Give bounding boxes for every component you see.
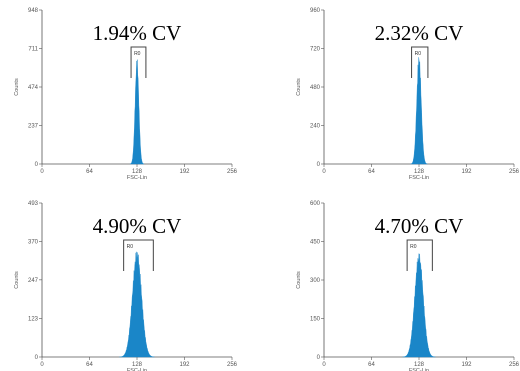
y-tick-label: 0 bbox=[35, 355, 39, 361]
y-axis-label: Counts bbox=[296, 271, 302, 289]
x-tick-label: 0 bbox=[322, 169, 326, 175]
x-tick-label: 192 bbox=[461, 169, 472, 175]
y-tick-label: 711 bbox=[28, 47, 38, 53]
y-tick-label: 123 bbox=[28, 317, 39, 323]
x-axis-label: FSC-Lin bbox=[127, 368, 147, 371]
y-tick-label: 720 bbox=[310, 47, 321, 53]
histogram-peak bbox=[119, 251, 156, 358]
x-tick-label: 192 bbox=[179, 169, 190, 175]
x-tick-label: 128 bbox=[132, 169, 143, 175]
cv-title: 2.32% CV bbox=[375, 21, 464, 45]
histogram-peak bbox=[129, 59, 145, 165]
histogram-peak bbox=[402, 253, 436, 358]
gate-bracket bbox=[130, 46, 147, 78]
gate-bracket bbox=[406, 239, 433, 271]
y-tick-label: 600 bbox=[310, 201, 321, 207]
x-tick-label: 128 bbox=[414, 362, 425, 368]
x-tick-label: 256 bbox=[509, 362, 520, 368]
x-axis-label: FSC-Lin bbox=[409, 175, 429, 181]
gate-label: R0 bbox=[415, 51, 422, 57]
x-tick-label: 0 bbox=[322, 362, 326, 368]
x-tick-label: 256 bbox=[227, 169, 238, 175]
x-tick-label: 192 bbox=[461, 362, 472, 368]
y-tick-label: 493 bbox=[28, 201, 39, 207]
gate-bracket bbox=[411, 46, 429, 78]
x-tick-label: 64 bbox=[368, 362, 375, 368]
y-tick-label: 480 bbox=[310, 85, 321, 91]
y-tick-label: 0 bbox=[35, 162, 39, 168]
y-axis-label: Counts bbox=[14, 78, 20, 96]
y-tick-label: 370 bbox=[28, 239, 39, 245]
y-tick-label: 0 bbox=[317, 162, 321, 168]
y-tick-label: 948 bbox=[28, 8, 39, 14]
histogram-panel-3: 0 64 128 192 256 0 123 247 370 493 FSC-Lin Counts R0… bbox=[14, 201, 238, 371]
x-tick-label: 128 bbox=[414, 169, 425, 175]
x-axis-label: FSC-Lin bbox=[127, 175, 147, 181]
cv-title: 4.90% CV bbox=[93, 214, 182, 238]
y-tick-label: 237 bbox=[28, 124, 39, 130]
y-axis-label: Counts bbox=[296, 78, 302, 96]
x-tick-label: 192 bbox=[179, 362, 190, 368]
x-tick-label: 64 bbox=[368, 169, 375, 175]
x-tick-label: 0 bbox=[40, 169, 44, 175]
x-tick-label: 0 bbox=[40, 362, 44, 368]
y-tick-label: 474 bbox=[28, 85, 39, 91]
gate-label: R0 bbox=[134, 51, 141, 57]
cv-title: 4.70% CV bbox=[375, 214, 464, 238]
y-tick-label: 300 bbox=[310, 278, 321, 284]
y-tick-label: 240 bbox=[310, 124, 321, 130]
y-tick-label: 960 bbox=[310, 8, 321, 14]
gate-label: R0 bbox=[127, 244, 134, 250]
histogram-peak bbox=[410, 57, 428, 165]
gate-label: R0 bbox=[410, 244, 417, 250]
y-tick-label: 247 bbox=[28, 278, 39, 284]
y-tick-label: 150 bbox=[310, 317, 321, 323]
x-tick-label: 256 bbox=[227, 362, 238, 368]
x-tick-label: 256 bbox=[509, 169, 520, 175]
x-tick-label: 64 bbox=[86, 169, 93, 175]
histogram-panel-2: 0 64 128 192 256 0 240 480 720 960 FSC-Lin Counts R0… bbox=[296, 8, 520, 181]
y-tick-label: 450 bbox=[310, 240, 321, 246]
x-axis-label: FSC-Lin bbox=[409, 368, 429, 371]
cv-title: 1.94% CV bbox=[93, 21, 182, 45]
histogram-panel-1: 0 64 128 192 256 0 237 474 711 948 FSC-Lin Counts R0… bbox=[14, 8, 238, 181]
y-axis-label: Counts bbox=[14, 271, 20, 289]
x-tick-label: 64 bbox=[86, 362, 93, 368]
gate-bracket bbox=[123, 239, 154, 271]
x-tick-label: 128 bbox=[132, 362, 143, 368]
y-tick-label: 0 bbox=[317, 355, 321, 361]
histogram-panel-4: 0 64 128 192 256 0 150 300 450 600 FSC-Lin Counts R0… bbox=[296, 201, 520, 371]
